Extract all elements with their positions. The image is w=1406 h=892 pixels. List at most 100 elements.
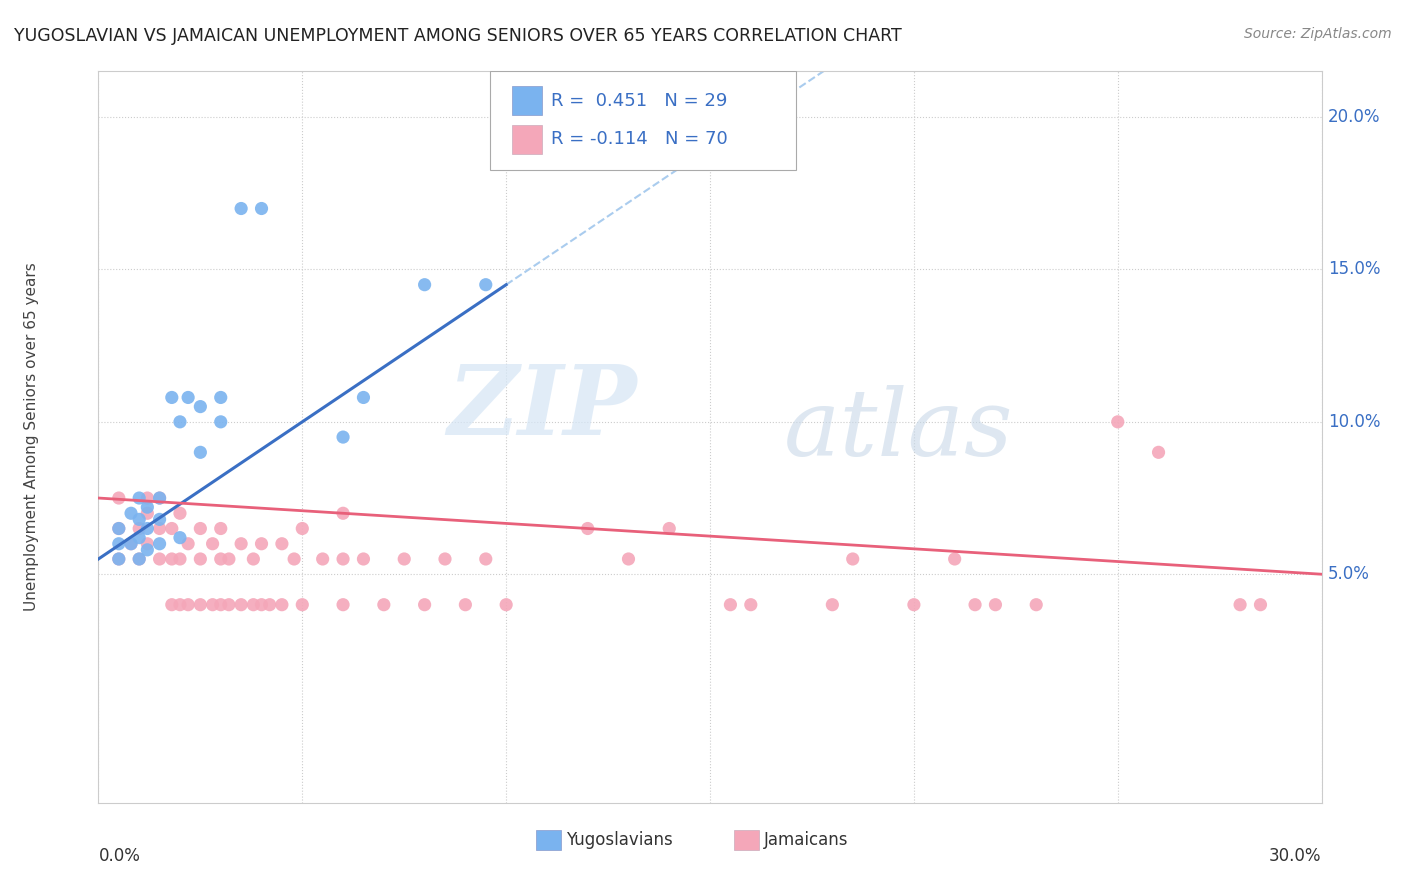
Point: [270, 598, 294, 612]
Text: 30.0%: 30.0%: [1270, 847, 1322, 864]
Point: [209, 415, 232, 429]
Point: [120, 537, 142, 551]
Point: [169, 531, 191, 545]
Point: [209, 521, 232, 535]
Point: [392, 552, 416, 566]
Point: [149, 521, 172, 535]
Point: [965, 598, 987, 612]
Point: [149, 512, 172, 526]
Point: [1025, 598, 1047, 612]
Point: [169, 598, 191, 612]
Point: [283, 552, 305, 566]
Point: [136, 537, 159, 551]
Point: [250, 202, 273, 216]
Point: [136, 521, 159, 535]
Point: [209, 598, 232, 612]
Text: Unemployment Among Seniors over 65 years: Unemployment Among Seniors over 65 years: [24, 263, 38, 611]
Point: [149, 552, 172, 566]
Point: [718, 598, 742, 612]
Point: [188, 521, 212, 535]
Text: R = -0.114   N = 70: R = -0.114 N = 70: [551, 130, 728, 148]
Text: 10.0%: 10.0%: [1327, 413, 1381, 431]
Text: 0.0%: 0.0%: [98, 847, 141, 864]
Bar: [512, 125, 543, 154]
Point: [149, 491, 172, 505]
Point: [136, 500, 159, 515]
Point: [120, 537, 142, 551]
Point: [658, 521, 681, 535]
Point: [218, 598, 240, 612]
Text: 5.0%: 5.0%: [1327, 566, 1369, 583]
Point: [1249, 598, 1271, 612]
Point: [128, 531, 150, 545]
Point: [434, 552, 457, 566]
Text: Jamaicans: Jamaicans: [763, 831, 848, 849]
Point: [250, 598, 273, 612]
Point: [188, 552, 212, 566]
Point: [128, 521, 150, 535]
FancyBboxPatch shape: [489, 71, 796, 170]
Point: [984, 598, 1007, 612]
Point: [177, 598, 200, 612]
Point: [270, 537, 294, 551]
Point: [1229, 598, 1251, 612]
Point: [128, 552, 150, 566]
Point: [201, 598, 224, 612]
Point: [576, 521, 599, 535]
Point: [903, 598, 925, 612]
Point: [120, 506, 142, 520]
Point: [373, 598, 395, 612]
Text: ZIP: ZIP: [447, 361, 637, 455]
Point: [160, 391, 183, 405]
Point: [209, 552, 232, 566]
Point: [259, 598, 281, 612]
Point: [474, 277, 498, 292]
Point: [250, 537, 273, 551]
Point: [413, 598, 436, 612]
Point: [291, 521, 314, 535]
Point: [740, 598, 762, 612]
Point: [128, 552, 150, 566]
Point: [413, 277, 436, 292]
Text: Yugoslavians: Yugoslavians: [565, 831, 672, 849]
Text: R =  0.451   N = 29: R = 0.451 N = 29: [551, 92, 727, 110]
Point: [169, 415, 191, 429]
Point: [149, 491, 172, 505]
Point: [209, 391, 232, 405]
Point: [495, 598, 517, 612]
Point: [160, 552, 183, 566]
Point: [617, 552, 640, 566]
Point: [108, 552, 131, 566]
Point: [169, 506, 191, 520]
Text: 20.0%: 20.0%: [1327, 108, 1381, 126]
Point: [128, 491, 150, 505]
Text: 15.0%: 15.0%: [1327, 260, 1381, 278]
Text: YUGOSLAVIAN VS JAMAICAN UNEMPLOYMENT AMONG SENIORS OVER 65 YEARS CORRELATION CHA: YUGOSLAVIAN VS JAMAICAN UNEMPLOYMENT AMO…: [14, 27, 901, 45]
Text: Source: ZipAtlas.com: Source: ZipAtlas.com: [1244, 27, 1392, 41]
Point: [177, 391, 200, 405]
Point: [160, 521, 183, 535]
Point: [136, 491, 159, 505]
Point: [242, 598, 264, 612]
Point: [108, 491, 131, 505]
Point: [108, 521, 131, 535]
Point: [242, 552, 264, 566]
Point: [136, 506, 159, 520]
Point: [177, 537, 200, 551]
Point: [231, 202, 253, 216]
Point: [291, 598, 314, 612]
Point: [201, 537, 224, 551]
Point: [108, 552, 131, 566]
Point: [188, 598, 212, 612]
Point: [128, 512, 150, 526]
Point: [1107, 415, 1129, 429]
Point: [841, 552, 863, 566]
Point: [312, 552, 335, 566]
Bar: [512, 86, 543, 115]
Point: [332, 430, 354, 444]
Point: [218, 552, 240, 566]
Point: [1147, 445, 1170, 459]
Point: [332, 506, 354, 520]
Bar: [536, 830, 561, 850]
Point: [160, 598, 183, 612]
